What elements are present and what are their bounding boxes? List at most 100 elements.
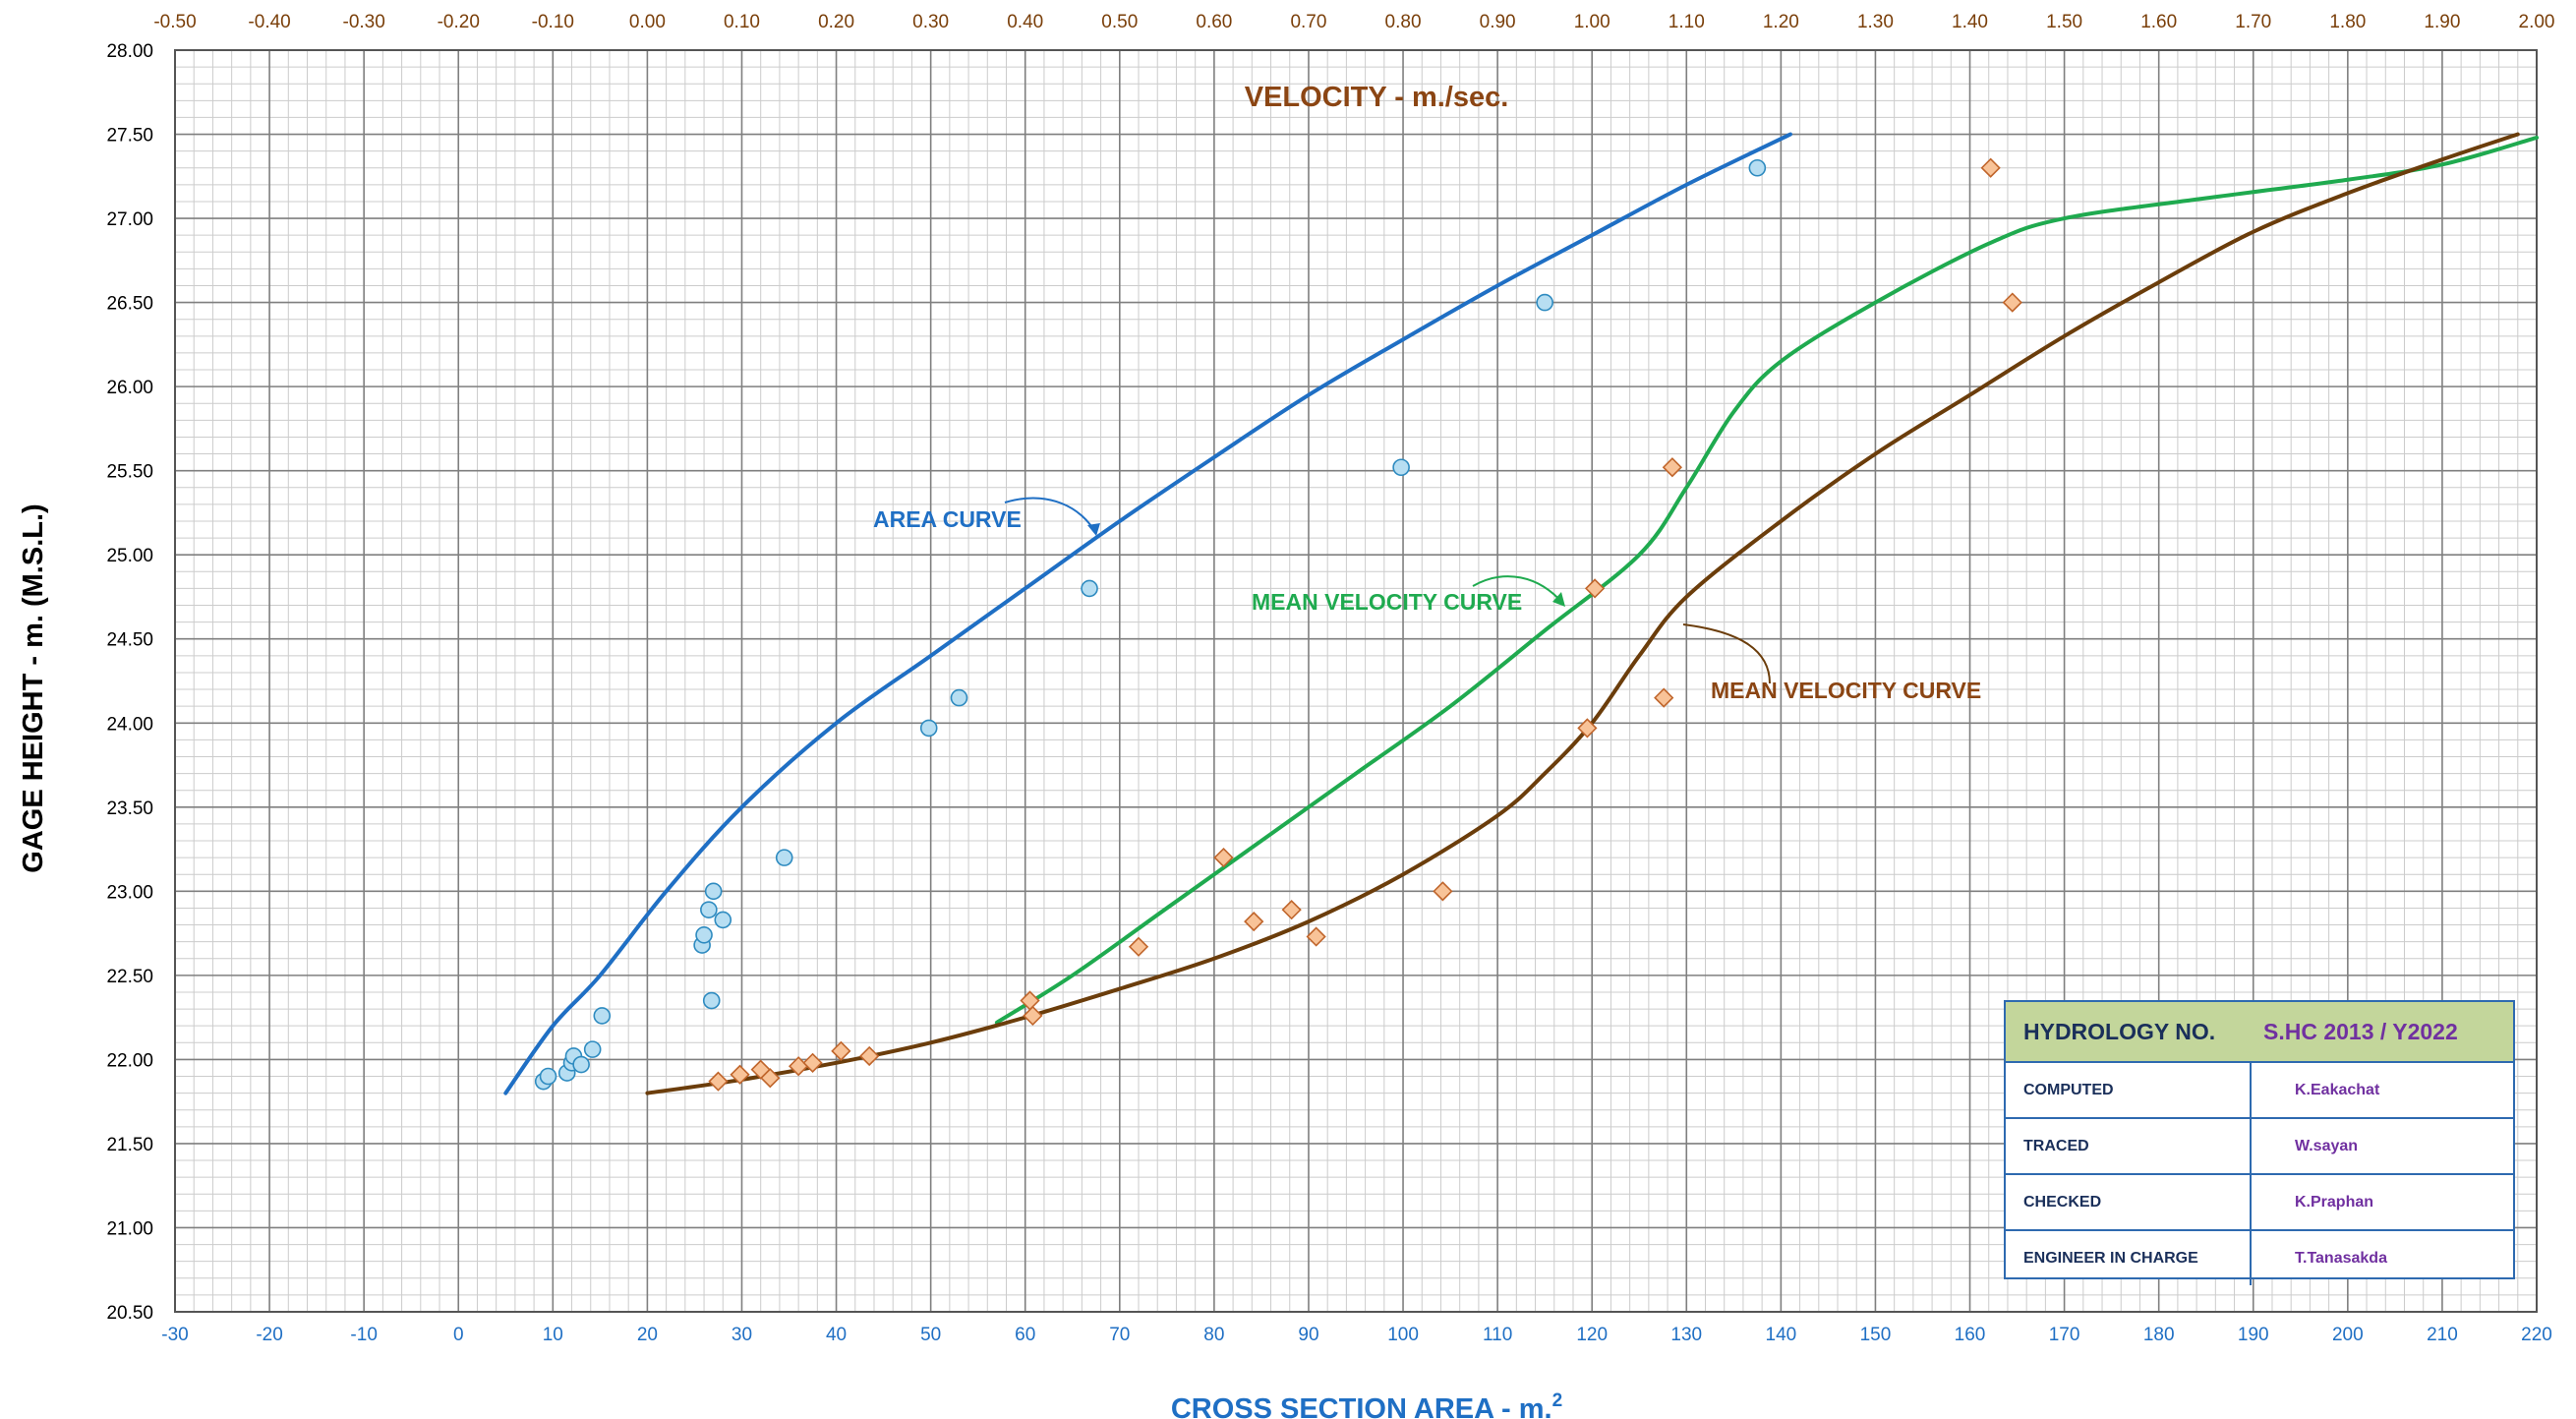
bottom-tick-label: 160: [1955, 1325, 1986, 1345]
velocity-observation-point: [1433, 881, 1453, 902]
area-curve-label: AREA CURVE: [873, 506, 1022, 532]
area-observation-point: [1748, 158, 1767, 177]
title-block-row: TRACED W.sayan: [2006, 1119, 2513, 1175]
plot-frame: [174, 49, 2538, 1313]
top-tick-label: 1.50: [2046, 12, 2082, 32]
title-block-row: COMPUTED K.Eakachat: [2006, 1063, 2513, 1119]
bottom-tick-label: 130: [1670, 1325, 1702, 1345]
velocity-observation-point: [1980, 157, 2001, 178]
computed-value: K.Eakachat: [2295, 1081, 2380, 1098]
top-tick-label: 0.00: [629, 12, 666, 32]
left-tick-label: 20.50: [106, 1303, 153, 1324]
top-tick-label: -0.20: [438, 12, 480, 32]
area-observation-point: [695, 926, 713, 944]
velocity-observation-point: [802, 1052, 823, 1073]
area-observation-point: [583, 1040, 602, 1058]
bottom-tick-label: 190: [2238, 1325, 2269, 1345]
velocity-observation-point: [859, 1045, 880, 1067]
bottom-tick-label: 20: [637, 1325, 658, 1345]
bottom-tick-label: 200: [2332, 1325, 2364, 1345]
velocity-observation-point: [1584, 578, 1606, 599]
top-tick-label: 1.70: [2235, 12, 2271, 32]
bottom-tick-label: 30: [732, 1325, 752, 1345]
brown-curve-arrow: [1682, 623, 1771, 684]
velocity-observation-point: [1023, 1005, 1043, 1027]
bottom-tick-label: -20: [256, 1325, 282, 1345]
top-tick-label: 1.40: [1952, 12, 1988, 32]
bottom-tick-label: 110: [1483, 1325, 1512, 1345]
left-tick-label: 21.50: [106, 1135, 153, 1155]
traced-label: TRACED: [2006, 1119, 2252, 1173]
left-tick-label: 21.00: [106, 1218, 153, 1239]
area-observation-point: [714, 911, 732, 929]
area-observation-point: [1081, 579, 1098, 598]
engineer-value: T.Tanasakda: [2295, 1249, 2387, 1267]
bottom-tick-label: 210: [2427, 1325, 2458, 1345]
top-tick-label: 2.00: [2519, 12, 2555, 32]
velocity-observation-point: [730, 1064, 750, 1085]
top-tick-label: 1.80: [2329, 12, 2366, 32]
top-tick-label: 0.30: [912, 12, 949, 32]
bottom-tick-label: 220: [2521, 1325, 2552, 1345]
velocity-observation-point: [1654, 687, 1674, 708]
bottom-tick-label: 50: [920, 1325, 941, 1345]
observation-points: [534, 157, 2022, 1092]
area-observation-point: [704, 882, 723, 901]
bottom-tick-label: 170: [2049, 1325, 2080, 1345]
top-tick-label: 0.70: [1290, 12, 1326, 32]
curve-series-3: [645, 132, 2520, 1095]
top-axis-title: VELOCITY - m./sec.: [1245, 82, 1509, 113]
area-observation-point: [1536, 293, 1553, 312]
left-tick-label: 26.50: [106, 294, 153, 315]
bottom-tick-labels: -30 -20 -10 0 10 20 30 40 50 60 70 80 90 100 110 120 130…: [161, 1325, 2552, 1345]
velocity-observation-point: [708, 1071, 729, 1092]
area-curve-arrowhead: [1087, 523, 1100, 536]
left-tick-label: 25.00: [106, 546, 153, 566]
left-tick-label: 22.00: [106, 1050, 153, 1071]
brown-mean-velocity-label: MEAN VELOCITY CURVE: [1711, 678, 1981, 703]
top-tick-label: 0.60: [1196, 12, 1232, 32]
velocity-observation-point: [760, 1068, 781, 1089]
left-tick-label: 27.00: [106, 209, 153, 230]
area-observation-point: [539, 1067, 557, 1086]
bottom-axis-title: CROSS SECTION AREA - m.2: [1171, 1390, 1562, 1419]
top-tick-label: 1.60: [2140, 12, 2177, 32]
hydrology-number-value: S.HC 2013 / Y2022: [2263, 1018, 2458, 1044]
top-tick-label: 1.30: [1857, 12, 1894, 32]
top-tick-label: 1.90: [2424, 12, 2460, 32]
left-tick-label: 26.00: [106, 378, 153, 398]
title-block-header: HYDROLOGY NO. S.HC 2013 / Y2022: [2006, 1002, 2513, 1063]
velocity-observation-point: [2002, 292, 2022, 313]
bottom-tick-label: 120: [1576, 1325, 1608, 1345]
velocity-observation-point: [1128, 936, 1149, 957]
bottom-tick-label: 0: [453, 1325, 464, 1345]
bottom-tick-label: 70: [1109, 1325, 1130, 1345]
area-observation-point: [950, 688, 968, 707]
top-tick-labels: -0.50 -0.40 -0.30 -0.20 -0.10 0.00 0.10 0.20 0.3…: [153, 12, 2554, 32]
bottom-tick-label: 10: [543, 1325, 563, 1345]
curve-series-0: [503, 132, 1792, 1095]
left-tick-label: 23.00: [106, 882, 153, 903]
computed-label: COMPUTED: [2006, 1063, 2252, 1117]
bottom-tick-label: -10: [350, 1325, 377, 1345]
top-tick-label: -0.50: [153, 12, 196, 32]
top-tick-label: 1.00: [1574, 12, 1610, 32]
left-tick-label: 28.00: [106, 41, 153, 62]
velocity-observation-point: [1281, 900, 1302, 920]
top-tick-label: 0.40: [1007, 12, 1043, 32]
title-block: HYDROLOGY NO. S.HC 2013 / Y2022 COMPUTED…: [2004, 1000, 2515, 1285]
top-tick-label: 0.10: [724, 12, 760, 32]
top-tick-label: 0.50: [1101, 12, 1138, 32]
left-axis-title: GAGE HEIGHT - m. (M.S.L.): [18, 503, 49, 872]
checked-label: CHECKED: [2006, 1175, 2252, 1229]
left-tick-label: 23.50: [106, 798, 153, 819]
area-observation-point: [1392, 458, 1410, 477]
minor-grid: [175, 50, 2537, 1312]
velocity-observation-point: [831, 1040, 851, 1061]
left-tick-label: 25.50: [106, 462, 153, 483]
velocity-observation-point: [1213, 847, 1234, 868]
bottom-tick-label: 90: [1298, 1325, 1318, 1345]
area-observation-point: [700, 901, 718, 918]
top-tick-label: -0.30: [343, 12, 385, 32]
